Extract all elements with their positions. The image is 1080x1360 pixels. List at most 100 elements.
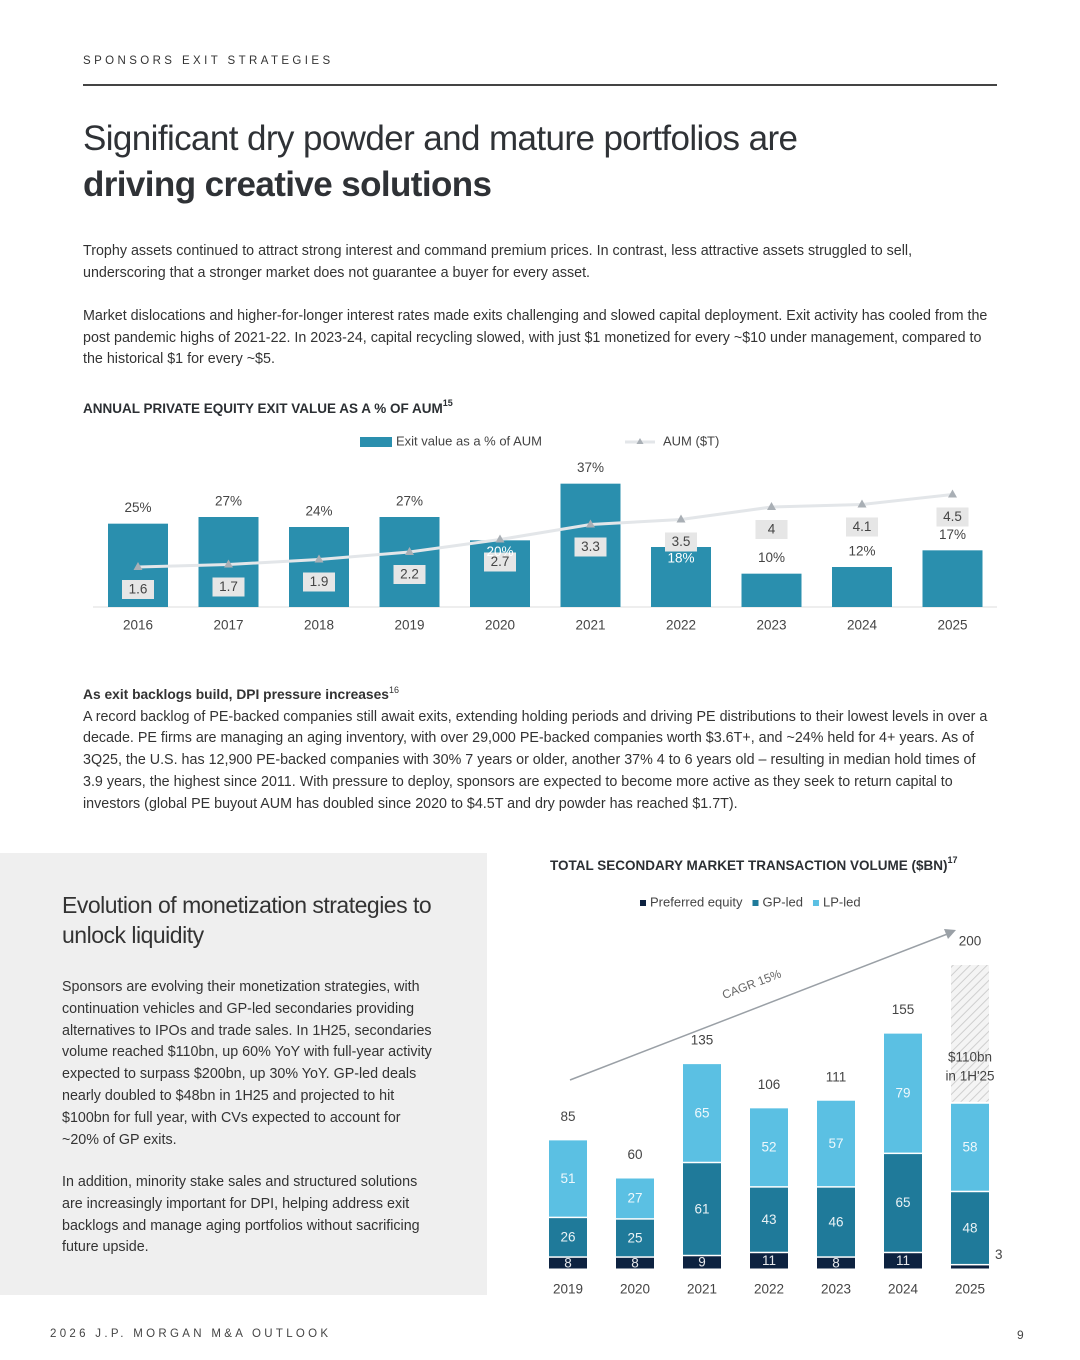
value-label: 4.5 [943,509,962,524]
total-label: 111 [826,1069,847,1084]
value-label: 27% [215,494,242,509]
chart-title-text: ANNUAL PRIVATE EQUITY EXIT VALUE AS A % … [83,401,443,416]
chart-title: TOTAL SECONDARY MARKET TRANSACTION VOLUM… [550,855,958,872]
footnote-ref: 17 [948,855,958,865]
bar-segment [750,1187,788,1252]
legend-marker [636,438,644,444]
value-label: 37% [577,460,604,475]
line-marker [767,502,776,510]
annotation: $110bn [948,1049,992,1064]
sidebar-title: Evolution of monetization strategies to … [62,892,432,948]
value-label-box [936,507,969,527]
total-label: 200 [959,934,982,949]
x-tick-label: 2019 [553,1282,583,1297]
value-label: 4.1 [853,519,872,534]
line-marker [948,489,957,498]
paragraph: Trophy assets continued to attract stron… [83,243,913,281]
value-label: 1.9 [310,574,329,589]
x-tick-label: 2020 [620,1282,650,1297]
segment-label: 8 [631,1255,639,1270]
value-label: 27% [396,494,423,509]
legend-swatch [360,437,392,447]
x-tick-label: 2025 [955,1282,985,1297]
x-tick-label: 2016 [123,618,153,633]
segment-label: 3 [995,1247,1003,1262]
x-tick-label: 2024 [847,618,878,633]
segment-label: 11 [762,1253,776,1268]
x-tick-label: 2023 [756,618,786,633]
line-marker [676,514,686,523]
legend-swatch [812,900,819,906]
x-tick-label: 2017 [213,618,243,633]
x-tick-label: 2022 [666,618,696,633]
segment-label: 52 [761,1140,776,1155]
total-label: 106 [758,1077,781,1092]
chart-title-text: TOTAL SECONDARY MARKET TRANSACTION VOLUM… [550,858,948,873]
bar-segment [616,1257,654,1269]
x-tick-label: 2021 [575,618,605,633]
bar-segment [817,1187,855,1257]
bar-segment [683,1256,721,1269]
value-label: 1.7 [219,579,238,594]
section-header: SPONSORS EXIT STRATEGIES [83,55,334,67]
value-label-box [122,580,154,599]
bar-segment [750,1253,788,1269]
line-marker [857,499,867,508]
footnote-ref: 15 [443,398,453,408]
bar [289,527,349,607]
line [137,493,953,569]
segment-label: 51 [560,1171,575,1186]
segment-label: 65 [895,1195,910,1210]
sidebar-paragraph: Sponsors are evolving their monetization… [62,979,432,1148]
bar-segment [951,1103,989,1191]
line-marker [586,519,595,528]
value-label-box [303,572,335,592]
bar [470,540,530,607]
cagr-arrowhead [944,929,956,939]
segment-label: 61 [694,1201,709,1216]
paragraph: Market dislocations and higher-for-longe… [83,308,988,368]
value-label: 12% [848,544,875,559]
chart-title: ANNUAL PRIVATE EQUITY EXIT VALUE AS A % … [83,398,453,415]
section: As exit backlogs build, DPI pressure inc… [83,680,999,816]
footer-publication: 2026 J.P. MORGAN M&A OUTLOOK [50,1328,332,1340]
footnote-ref: 16 [388,685,399,695]
sidebar-paragraph: In addition, minority stake sales and st… [62,1174,420,1256]
page-number: 9 [1017,1328,1024,1342]
value-label: 2.7 [491,554,510,569]
x-tick-label: 2020 [485,618,515,633]
segment-label: 25 [627,1230,642,1245]
value-label: 4 [768,522,776,537]
bar-segment [549,1218,587,1257]
bar-segment [884,1253,922,1269]
total-label: 85 [560,1109,575,1124]
value-label: 10% [758,550,785,565]
legend-swatch [640,900,646,906]
line-marker [224,559,233,568]
bar [651,547,711,607]
legend-label: Exit value as a % of AUM [396,433,542,448]
value-label: 3.5 [672,534,691,549]
bar [832,567,892,607]
segment-label: 27 [627,1191,642,1206]
bar-segment [817,1257,855,1269]
page-title: Significant dry powder and mature portfo… [83,116,798,208]
x-tick-label: 2025 [937,618,967,633]
segment-label: 8 [564,1255,572,1270]
x-tick-label: 2019 [394,618,424,633]
x-tick-label: 2024 [888,1282,919,1297]
header-rule [83,84,997,86]
bar-segment [951,1265,989,1269]
bar-segment [549,1140,587,1217]
line-marker [133,562,143,570]
value-label-box [846,517,878,537]
segment-label: 26 [560,1230,575,1245]
bar-segment [683,1163,721,1255]
legend-label: AUM ($T) [663,433,719,448]
segment-label: 8 [832,1255,840,1270]
line-marker [405,547,414,555]
total-label: 155 [892,1002,915,1017]
title-line-bold: driving creative solutions [83,165,492,204]
bar-segment [750,1108,788,1187]
total-label: 60 [627,1147,642,1162]
